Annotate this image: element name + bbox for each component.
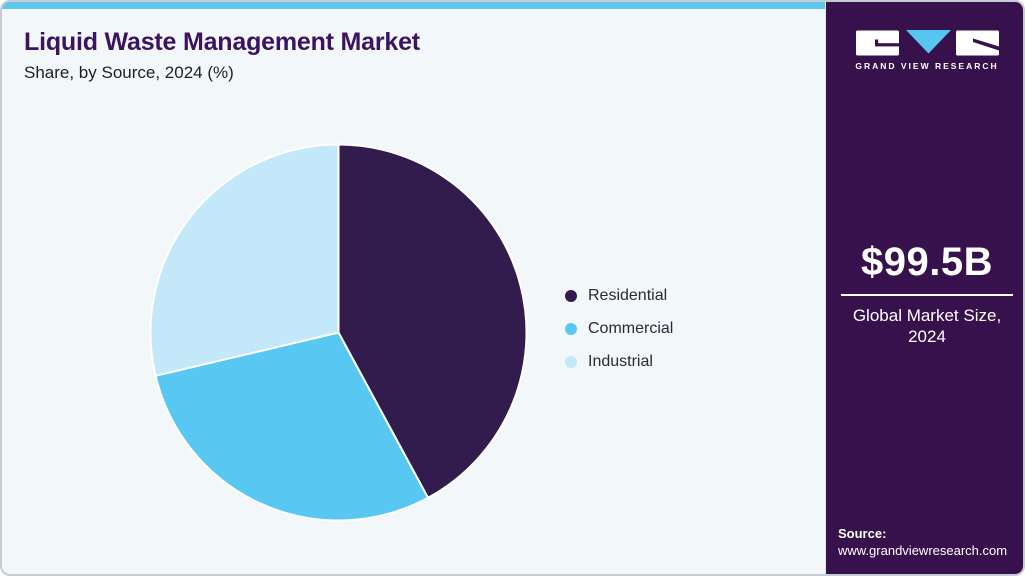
legend-marker-industrial-icon [565, 355, 577, 368]
stat-divider [841, 294, 1013, 296]
pie-chart [149, 143, 528, 522]
legend-label: Industrial [588, 352, 653, 370]
brand-name: GRAND VIEW RESEARCH [855, 61, 999, 71]
source-url: www.grandviewresearch.com [838, 543, 1008, 558]
legend-label: Commercial [588, 319, 674, 337]
market-size-label-line1: Global Market Size, [852, 306, 1002, 325]
pie-slice-residential [337, 143, 528, 499]
legend-label: Residential [588, 286, 668, 304]
gvr-logo-icon [855, 30, 999, 56]
market-size-block: $99.5B Global Market Size, 2024 [826, 240, 1023, 347]
market-size-label: Global Market Size, 2024 [826, 305, 1023, 347]
legend-item-commercial: Commercial [565, 318, 673, 339]
pie-slice-industrial [149, 143, 340, 377]
legend-item-industrial: Industrial [565, 351, 673, 372]
header: Liquid Waste Management Market Share, by… [24, 28, 420, 83]
market-size-value: $99.5B [861, 240, 993, 284]
gvr-logo: GRAND VIEW RESEARCH [826, 30, 1023, 71]
pie-chart-container [148, 142, 529, 523]
source-block: Source: www.grandviewresearch.com [838, 526, 1007, 558]
page-title: Liquid Waste Management Market [24, 28, 420, 56]
market-size-label-line2: 2024 [908, 327, 946, 346]
top-accent-bar [2, 2, 825, 9]
chart-legend: Residential Commercial Industrial [565, 285, 673, 372]
pie-slice-commercial [154, 331, 430, 522]
chart-panel: Liquid Waste Management Market Share, by… [2, 2, 825, 574]
source-label: Source: [838, 526, 887, 541]
legend-marker-commercial-icon [565, 322, 577, 335]
brand-sidebar: GRAND VIEW RESEARCH $99.5B Global Market… [825, 2, 1023, 574]
legend-item-residential: Residential [565, 285, 673, 306]
page-subtitle: Share, by Source, 2024 (%) [24, 63, 234, 82]
legend-marker-residential-icon [565, 289, 577, 302]
